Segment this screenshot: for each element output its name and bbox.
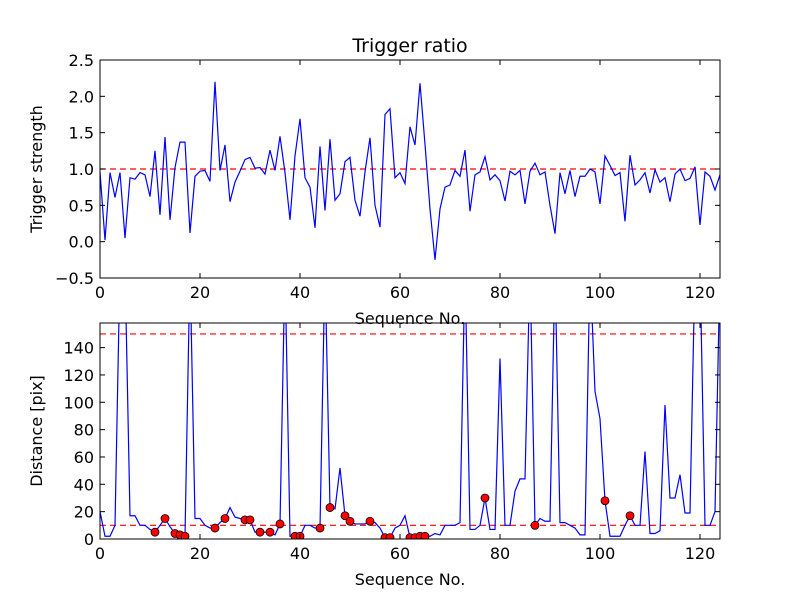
series-line xyxy=(100,81,720,260)
data-point-marker xyxy=(385,533,395,539)
x-tick-label: 0 xyxy=(95,544,105,563)
y-tick-label: 2.0 xyxy=(69,87,94,106)
distance-panel: 0 20 40 60 80 100 120 0 20 40 60 80 100 120 140 Sequenc… xyxy=(27,322,721,589)
data-point-marker xyxy=(220,514,230,523)
x-tick-label: 100 xyxy=(585,544,616,563)
y-axis-label: Trigger strength xyxy=(27,105,46,234)
y-tick-label: 140 xyxy=(63,339,94,358)
x-tick-label: 20 xyxy=(190,283,210,302)
x-tick-label: 40 xyxy=(290,544,310,563)
x-axis-label: Sequence No. xyxy=(355,570,466,589)
y-tick-label: 100 xyxy=(63,393,94,412)
x-tick-label: 120 xyxy=(685,544,716,563)
y-tick-label: 80 xyxy=(74,421,94,440)
data-point-marker xyxy=(530,520,540,530)
y-tick-label: 0.0 xyxy=(69,233,94,252)
x-tick-label: 120 xyxy=(685,283,716,302)
data-point-marker xyxy=(325,503,335,512)
data-point-marker xyxy=(600,496,610,506)
trigger-ratio-panel: 0 20 40 60 80 100 120 −0.5 0.0 0.5 1.0 1.5 2.0 2.5 Tri… xyxy=(27,35,721,328)
y-tick-label: 40 xyxy=(74,475,94,494)
data-point-marker xyxy=(340,511,350,521)
plot-area xyxy=(100,81,720,260)
y-tick-label: 1.5 xyxy=(69,124,94,143)
data-point-marker xyxy=(420,531,430,539)
y-tick-label: 0.5 xyxy=(69,196,94,215)
y-tick-label: 20 xyxy=(74,503,94,522)
data-point-marker xyxy=(625,511,635,521)
data-point-marker xyxy=(275,519,285,529)
x-tick-label: 80 xyxy=(490,283,510,302)
axes-frame xyxy=(99,322,721,540)
x-tick-label: 20 xyxy=(190,544,210,563)
data-point-marker xyxy=(480,493,490,503)
data-point-marker xyxy=(210,523,220,533)
y-tick-label: 1.0 xyxy=(69,160,94,179)
y-axis-label: Distance [pix] xyxy=(27,375,46,487)
data-point-marker xyxy=(345,516,355,526)
data-point-marker xyxy=(265,527,275,537)
plot-area xyxy=(100,323,720,539)
data-point-marker xyxy=(255,527,265,537)
chart-title: Trigger ratio xyxy=(351,35,467,57)
y-tick-label: 0 xyxy=(84,530,94,549)
data-point-marker xyxy=(160,514,170,523)
x-axis-label: Sequence No. xyxy=(355,309,466,328)
data-point-marker xyxy=(245,515,255,525)
y-tick-label: 120 xyxy=(63,366,94,385)
x-tick-label: 80 xyxy=(490,544,510,563)
y-tick-label: 2.5 xyxy=(69,51,94,70)
x-tick-label: 60 xyxy=(390,544,410,563)
x-tick-label: 0 xyxy=(95,283,105,302)
x-tick-label: 40 xyxy=(290,283,310,302)
data-point-marker xyxy=(180,531,190,539)
data-point-marker xyxy=(365,516,375,526)
y-tick-label: 60 xyxy=(74,448,94,467)
y-tick-label: −0.5 xyxy=(55,269,94,288)
x-tick-label: 60 xyxy=(390,283,410,302)
data-point-marker xyxy=(315,523,325,533)
x-tick-label: 100 xyxy=(585,283,616,302)
data-point-marker xyxy=(150,527,160,537)
